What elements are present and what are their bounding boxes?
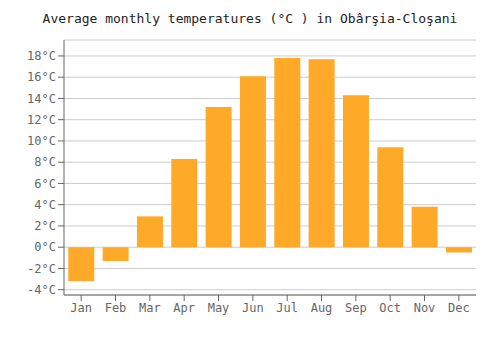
svg-text:Aug: Aug [311,301,333,315]
svg-text:8°C: 8°C [34,155,56,169]
svg-text:2°C: 2°C [34,219,56,233]
svg-text:18°C: 18°C [27,49,56,63]
svg-text:12°C: 12°C [27,113,56,127]
svg-text:16°C: 16°C [27,70,56,84]
svg-text:Mar: Mar [139,301,161,315]
svg-text:Oct: Oct [379,301,401,315]
svg-text:May: May [208,301,230,315]
svg-text:Jan: Jan [70,301,92,315]
svg-text:Apr: Apr [173,301,195,315]
svg-text:-4°C: -4°C [27,283,56,297]
svg-text:Jun: Jun [242,301,264,315]
html-text:Average monthly temperatures (: Average monthly temperatures (°C ) in Ob… [42,11,458,26]
svg-text:Sep: Sep [345,301,367,315]
svg-text:6°C: 6°C [34,177,56,191]
svg-text:Nov: Nov [414,301,436,315]
svg-text:Feb: Feb [105,301,127,315]
svg-text:4°C: 4°C [34,198,56,212]
svg-text:14°C: 14°C [27,92,56,106]
svg-text:-2°C: -2°C [27,262,56,276]
svg-text:10°C: 10°C [27,134,56,148]
svg-text:0°C: 0°C [34,240,56,254]
svg-text:Jul: Jul [276,301,298,315]
svg-text:Dec: Dec [448,301,470,315]
